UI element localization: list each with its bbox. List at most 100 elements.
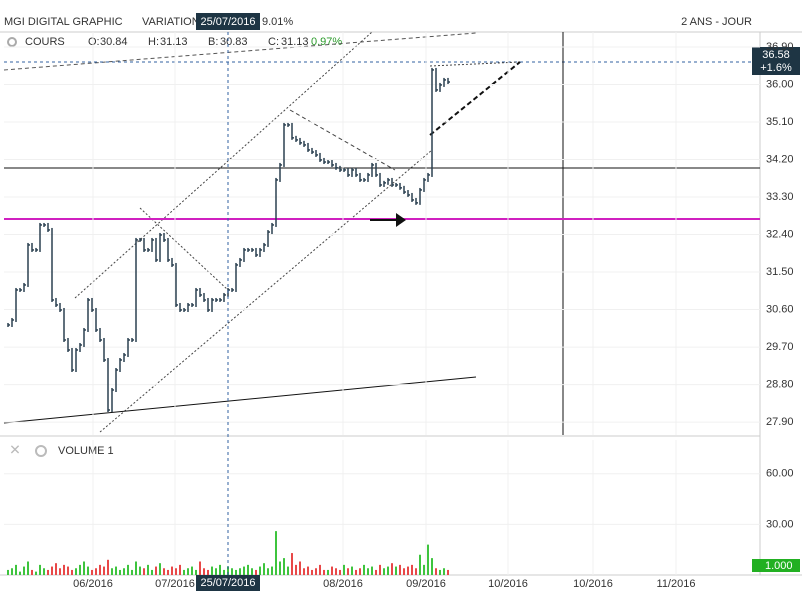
volume-bar [95,568,97,575]
volume-bar [187,568,189,575]
volume-bar [427,544,429,575]
ohlc-value: 31.13 [281,36,309,48]
x-tick-label: 11/2016 [657,578,696,590]
volume-title: VOLUME 1 [58,445,114,457]
variation-value: 9.01% [262,16,293,28]
trendline [139,207,229,291]
volume-last: 1.000 [765,560,793,572]
y-tick-label: 29.70 [766,341,794,353]
volume-bar [419,554,421,575]
volume-bar [267,568,269,575]
volume-bar [387,566,389,575]
arrow-head [396,213,406,227]
volume-bar [147,564,149,575]
channel-line [74,31,373,299]
volume-bar [355,569,357,575]
title: MGI DIGITAL GRAPHIC [4,16,123,28]
y-tick-label: 32.40 [766,228,794,240]
volume-bar [183,569,185,575]
crosshair-label-box [196,13,260,30]
last-change: +1.6% [760,62,792,74]
volume-bar [279,561,281,575]
volume-bar [99,564,101,575]
volume-bar [59,568,61,575]
volume-bar [139,566,141,575]
volume-bar [19,571,21,575]
volume-bar [107,559,109,575]
y-tick-label: 31.50 [766,266,794,278]
volume-bar [403,568,405,575]
volume-bar [55,563,57,575]
x-tick-label: 10/2016 [573,578,613,590]
volume-bar [43,568,45,575]
y-tick-label: 60.00 [766,468,794,480]
volume-bar [199,561,201,575]
ohlc-value: 30.83 [220,36,248,48]
y-tick-label: 34.20 [766,153,794,165]
ohlc-value: 31.13 [160,36,188,48]
volume-bar [243,566,245,575]
volume-bar [71,569,73,575]
ohlc-name: O: [88,36,100,48]
volume-bar [91,569,93,575]
volume-bar [327,569,329,575]
volume-bar [339,569,341,575]
volume-bar [79,564,81,575]
volume-bar [411,564,413,575]
volume-bar [423,564,425,575]
gear-icon[interactable] [35,445,47,457]
volume-bar [163,568,165,575]
volume-bar [263,563,265,575]
crosshair-label: 25/07/2016 [200,577,255,589]
last-price-box [752,47,800,75]
volume-bar [207,569,209,575]
gear-icon[interactable] [7,37,17,47]
volume-bar [63,564,65,575]
volume-bar [27,561,29,575]
volume-bar [39,564,41,575]
ohlc-name: B: [208,36,218,48]
volume-bar [227,566,229,575]
volume-bar [271,566,273,575]
marks [7,67,450,575]
volume-bar [175,568,177,575]
y-tick-label: 30.00 [766,518,794,530]
volume-bar [299,561,301,575]
period[interactable]: 2 ANS - JOUR [681,16,752,28]
x-tick-label: 10/2016 [488,578,528,590]
y-tick-label: 36.00 [766,78,794,90]
volume-bar [247,564,249,575]
volume-bar [23,566,25,575]
drawings [3,31,760,435]
volume-bar [127,564,129,575]
volume-bar [283,558,285,575]
volume-bar [15,564,17,575]
crosshair-label-box [196,575,260,591]
volume-bar [11,568,13,575]
volume-bar [215,568,217,575]
volume-bar [231,568,233,575]
legend-label: COURS [25,36,65,48]
volume-bar [119,569,121,575]
volume-bar [83,561,85,575]
volume-bar [399,564,401,575]
volume-bar [435,568,437,575]
volume-bar [179,564,181,575]
x-tick-label: 08/2016 [323,578,363,590]
variation-label: VARIATION [142,16,200,28]
volume-bar [135,561,137,575]
y-tick-label: 28.80 [766,378,794,390]
ohlc-name: H: [148,36,159,48]
volume-bar [115,566,117,575]
x-tick-label: 06/2016 [73,578,113,590]
overlay: 27.90 28.80 29.70 30.60 31.50 32.40 33.30 34.20… [73,13,794,591]
volume-bar [415,568,417,575]
y-tick-label: 30.60 [766,303,794,315]
volume-bar [123,568,125,575]
volume-bar [255,569,257,575]
close-icon[interactable]: ✕ [9,442,21,458]
volume-bar [343,564,345,575]
volume-bar [275,531,277,575]
volume-bar [143,568,145,575]
